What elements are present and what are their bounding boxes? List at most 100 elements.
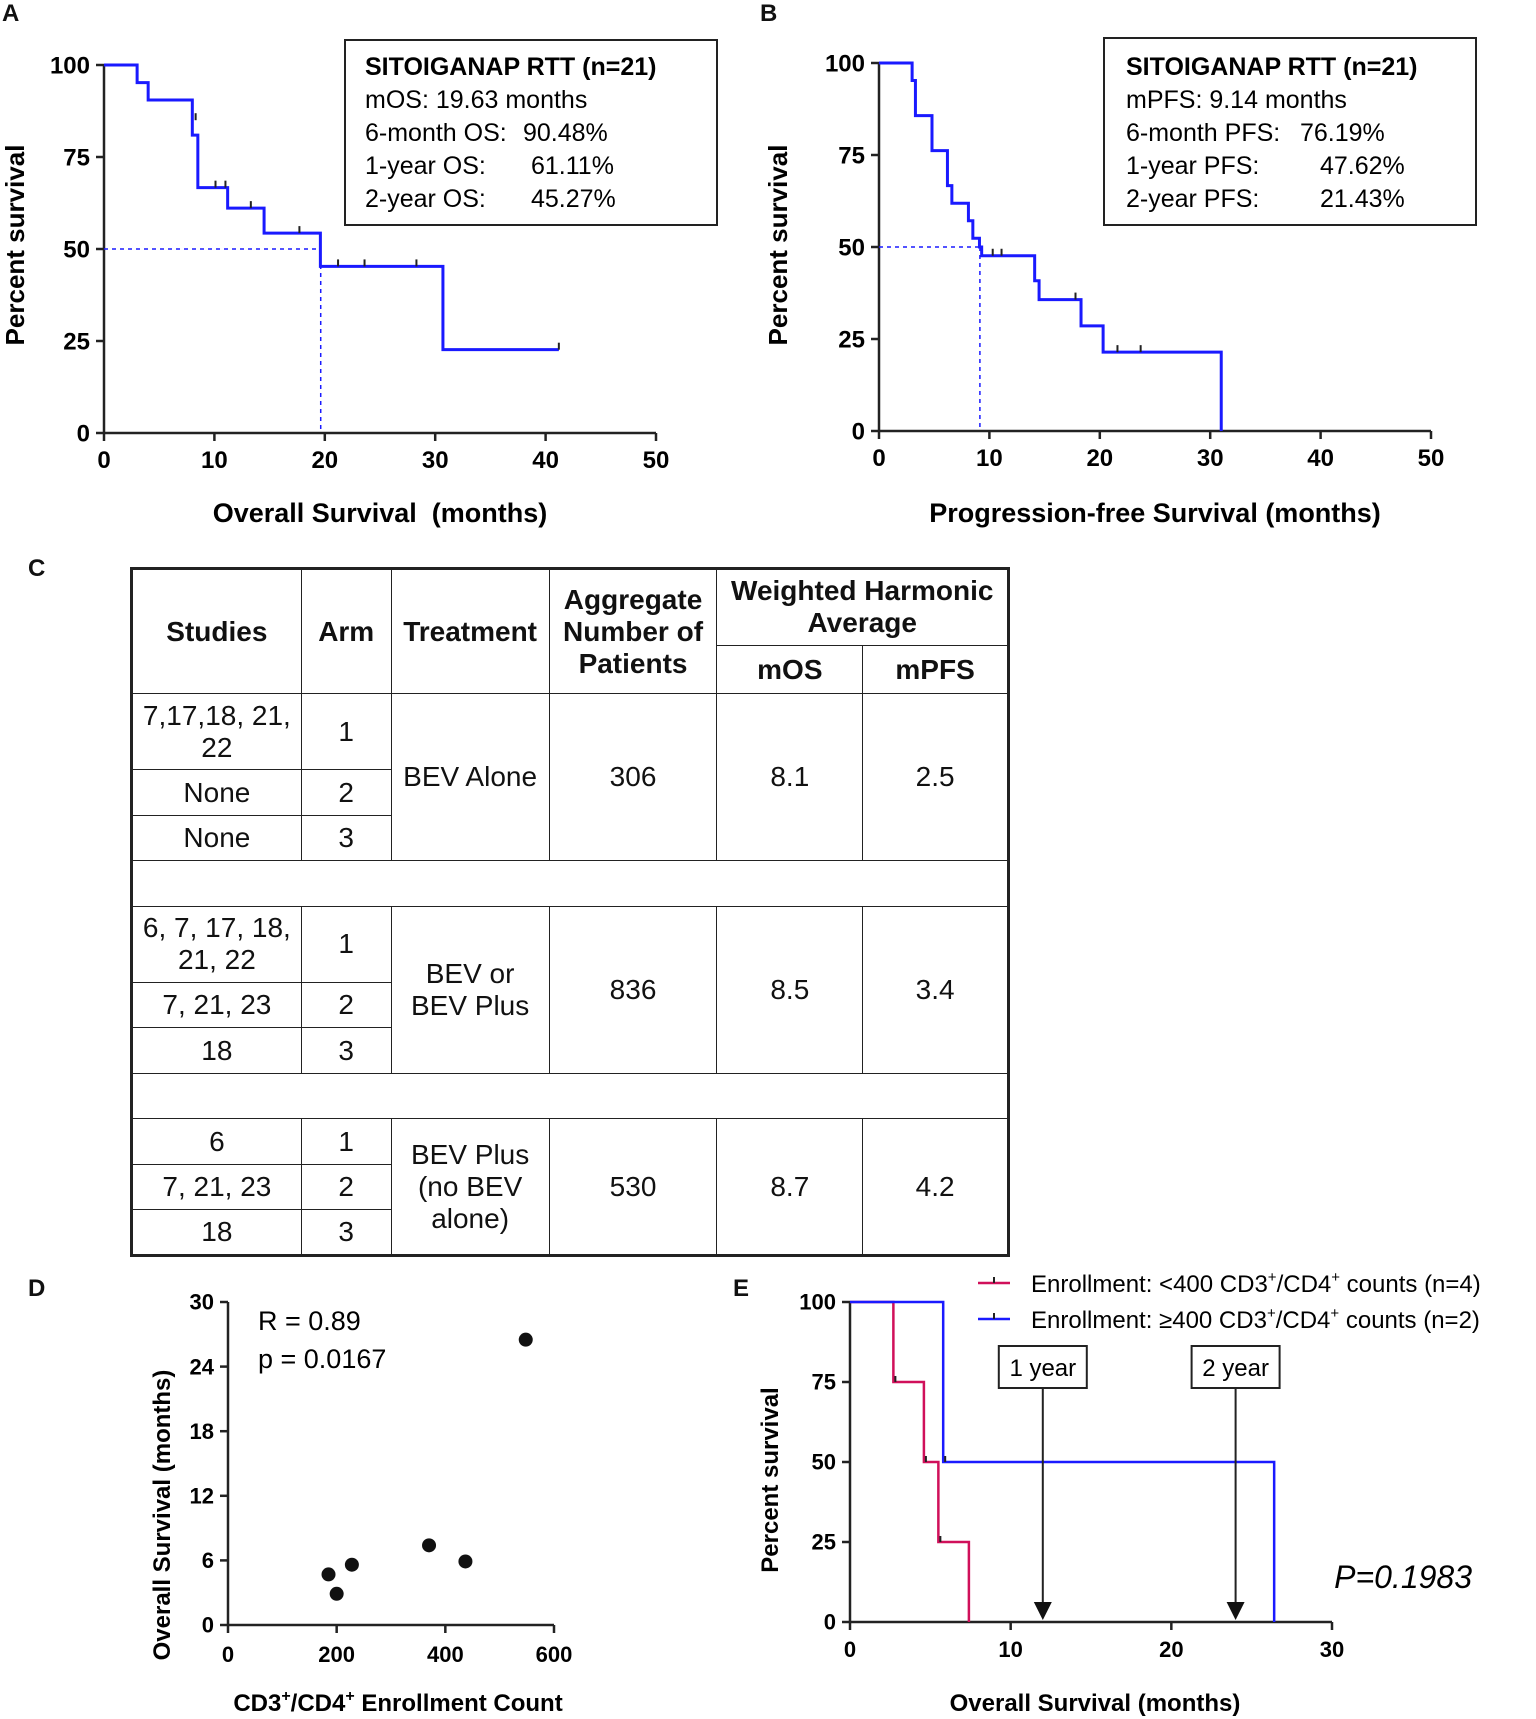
table-row: 6, 7, 17, 18, 21, 22 1 BEV or BEV Plus 8… [131,905,1009,1074]
mpfs-cell: 4.2 [862,1118,1009,1256]
table-row: 18 3 [131,1209,1009,1256]
arm-cell: 1 [300,905,392,983]
chart-d-xlabel-part1: CD3 [233,1690,281,1717]
arm-cell: 2 [300,769,392,816]
x-tick-label: 40 [1307,445,1334,472]
studies-cell: 7, 21, 23 [131,981,302,1029]
chart-d-annotation-p: p = 0.0167 [258,1344,386,1374]
chart-a-legend-value-2: 90.48% [523,119,608,147]
chart-b-legend-value-2: 76.19% [1300,119,1385,147]
x-tick-label: 50 [1418,445,1445,472]
y-tick-label: 12 [190,1484,214,1509]
studies-table: Studies Arm Treatment Aggregate Number o… [130,567,1010,1257]
survival-curve-series-1 [850,1300,971,1622]
marker-box [997,1345,1088,1389]
chart-b-progression-free-survival: 0 10 20 30 40 50 0 25 50 75 100 Progression-free S… [763,37,1477,528]
survival-curve [104,63,559,352]
data-point [458,1554,473,1569]
treatment-cell: BEV Plus (no BEV alone) [390,1118,550,1256]
x-tick-label: 0 [97,447,110,474]
mos-cell: 8.1 [716,693,864,862]
y-tick-label: 75 [812,1370,836,1395]
panel-label-d: D [28,1275,46,1302]
treatment-cell: BEV or BEV Plus [390,905,550,1074]
y-tick-label: 25 [63,328,90,355]
chart-b-legend-box [1103,37,1477,226]
chart-d-annotation-r: R = 0.89 [258,1306,361,1336]
y-tick-label: 50 [63,236,90,263]
data-point [329,1586,344,1601]
table-row: 18 3 [131,1027,1009,1074]
mpfs-cell: 2.5 [862,693,1009,862]
legend-low-sup1: + [1268,1269,1277,1286]
x-tick-label: 30 [422,447,449,474]
legend-low-part1: Enrollment: <400 CD3 [1031,1271,1268,1298]
panel-label-c: C [28,555,46,582]
table-row: 7, 21, 23 2 [131,981,1009,1029]
chart-d-scatter: 0 200 400 600 0 6 12 18 24 30 R = 0.89 p = 0.0167… [149,1290,573,1717]
chart-d-xlabel: CD3+/CD4+ Enrollment Count [233,1688,562,1717]
legend-high-part1: Enrollment: ≥400 CD3 [1031,1307,1267,1334]
data-point [422,1538,437,1553]
header-mos: mOS [716,644,864,695]
arm-cell: 2 [300,981,392,1029]
legend-high-part3: counts (n=2) [1339,1307,1480,1334]
chart-b-legend-line-4: 2-year PFS: [1126,185,1259,213]
legend-label-high: Enrollment: ≥400 CD3+/CD4+ counts (n=2) [1031,1305,1480,1334]
studies-cell: None [131,814,302,862]
y-tick-label: 50 [812,1450,836,1475]
table-row: 6 1 BEV Plus (no BEV alone) 530 8.7 4.2 [131,1118,1009,1256]
chart-a-overall-survival: 0 10 20 30 40 50 0 25 50 75 100 Overall Survival (… [0,39,718,528]
y-tick-label: 0 [824,1610,836,1635]
table-row: None 3 [131,814,1009,862]
y-tick-label: 30 [190,1290,214,1315]
arm-cell: 1 [300,693,392,771]
chart-e-survival-by-enrollment: 0 10 20 30 0 25 50 75 100 1 year 2 year Enrollmen… [757,1269,1481,1717]
chart-b-xlabel: Progression-free Survival (months) [929,498,1381,528]
arm-cell: 3 [300,814,392,862]
marker-arrow-head [1033,1602,1052,1620]
header-arm: Arm [300,567,392,695]
studies-cell: 7, 21, 23 [131,1163,302,1211]
x-tick-label: 30 [1197,445,1224,472]
legend-high-sup2: + [1330,1305,1339,1322]
treatment-cell: BEV Alone [390,693,550,862]
x-tick-label: 0 [872,445,885,472]
chart-d-xlabel-sup2: + [345,1688,354,1705]
legend-low-part3: counts (n=4) [1340,1271,1481,1298]
studies-cell: None [131,769,302,816]
x-tick-label: 600 [536,1642,573,1667]
y-tick-label: 75 [838,142,865,169]
chart-d-xlabel-part3: Enrollment Count [355,1690,563,1717]
studies-cell: 7,17,18, 21, 22 [131,693,302,771]
y-tick-label: 0 [77,420,90,447]
studies-cell: 6 [131,1118,302,1165]
y-tick-label: 50 [838,234,865,261]
legend-low-part2: /CD4 [1277,1271,1332,1298]
chart-e-pvalue: P=0.1983 [1334,1559,1472,1595]
panel-label-e: E [733,1275,750,1302]
chart-b-legend-value-3: 47.62% [1320,152,1405,180]
header-studies: Studies [131,567,302,695]
chart-e-ylabel: Percent survival [757,1387,784,1572]
chart-a-legend-title: SITOIGANAP RTT (n=21) [365,53,656,81]
studies-cell: 18 [131,1209,302,1256]
chart-b-ylabel: Percent survival [763,145,793,346]
chart-e-xlabel: Overall Survival (months) [950,1690,1241,1717]
arm-cell: 1 [300,1118,392,1165]
y-tick-label: 25 [838,326,865,353]
survival-curve [879,61,1223,431]
table-row: 7, 21, 23 2 [131,1163,1009,1211]
survival-curve-series-2 [850,1300,1276,1622]
chart-a-legend-value-4: 45.27% [531,185,616,213]
x-tick-label: 20 [1086,445,1113,472]
chart-b-legend-line-2: 6-month PFS: [1126,119,1280,147]
arm-cell: 2 [300,1163,392,1211]
arm-cell: 3 [300,1027,392,1074]
legend-high-part2: /CD4 [1276,1307,1331,1334]
x-tick-label: 40 [532,447,559,474]
x-tick-label: 20 [311,447,338,474]
data-point [344,1557,359,1572]
chart-d-ylabel: Overall Survival (months) [149,1370,176,1661]
x-tick-label: 0 [222,1642,234,1667]
